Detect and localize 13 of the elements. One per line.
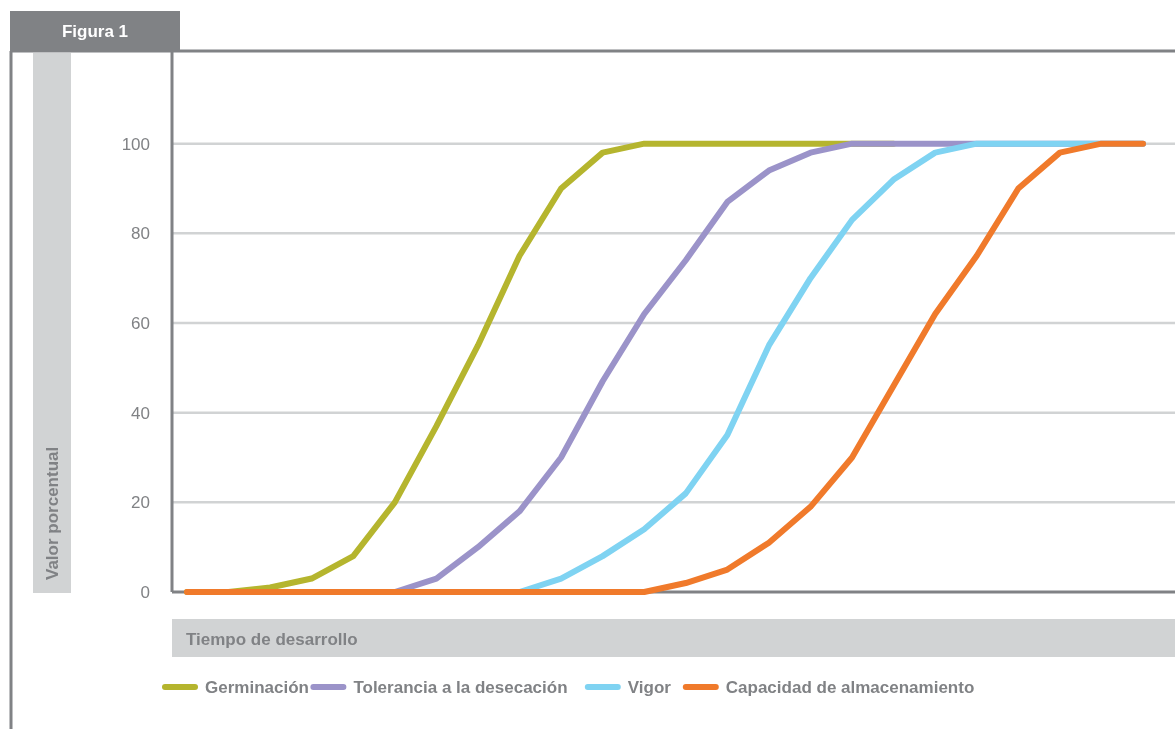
y-tick-label: 60	[131, 313, 150, 333]
y-tick-label: 100	[121, 134, 150, 154]
y-tick-label: 20	[131, 493, 150, 513]
y-tick-label: 0	[140, 582, 150, 602]
legend-label: Capacidad de almacenamiento	[725, 678, 975, 697]
y-tick-label: 80	[131, 224, 150, 244]
chart-title: Figura 1	[61, 22, 129, 41]
legend-label: Germinación	[205, 678, 309, 697]
legend-label: Tolerancia a la desecación	[353, 678, 568, 697]
y-tick-label: 40	[131, 403, 150, 423]
y-axis-title: Valor porcentual	[43, 446, 62, 580]
x-axis-title: Tiempo de desarrollo	[186, 630, 358, 649]
legend-label: Vigor	[627, 678, 672, 697]
